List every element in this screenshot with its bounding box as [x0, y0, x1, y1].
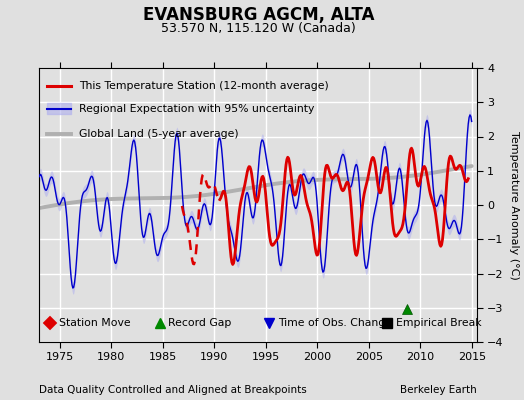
Text: This Temperature Station (12-month average): This Temperature Station (12-month avera… [79, 81, 329, 91]
Text: EVANSBURG AGCM, ALTA: EVANSBURG AGCM, ALTA [143, 6, 374, 24]
Text: Global Land (5-year average): Global Land (5-year average) [79, 129, 238, 139]
Text: Data Quality Controlled and Aligned at Breakpoints: Data Quality Controlled and Aligned at B… [39, 385, 307, 395]
Text: 53.570 N, 115.120 W (Canada): 53.570 N, 115.120 W (Canada) [161, 22, 356, 35]
Text: Berkeley Earth: Berkeley Earth [400, 385, 477, 395]
Y-axis label: Temperature Anomaly (°C): Temperature Anomaly (°C) [509, 131, 519, 279]
Text: Time of Obs. Change: Time of Obs. Change [278, 318, 392, 328]
Text: Regional Expectation with 95% uncertainty: Regional Expectation with 95% uncertaint… [79, 104, 314, 114]
Text: Station Move: Station Move [59, 318, 130, 328]
Text: Record Gap: Record Gap [168, 318, 232, 328]
Text: Empirical Break: Empirical Break [396, 318, 482, 328]
